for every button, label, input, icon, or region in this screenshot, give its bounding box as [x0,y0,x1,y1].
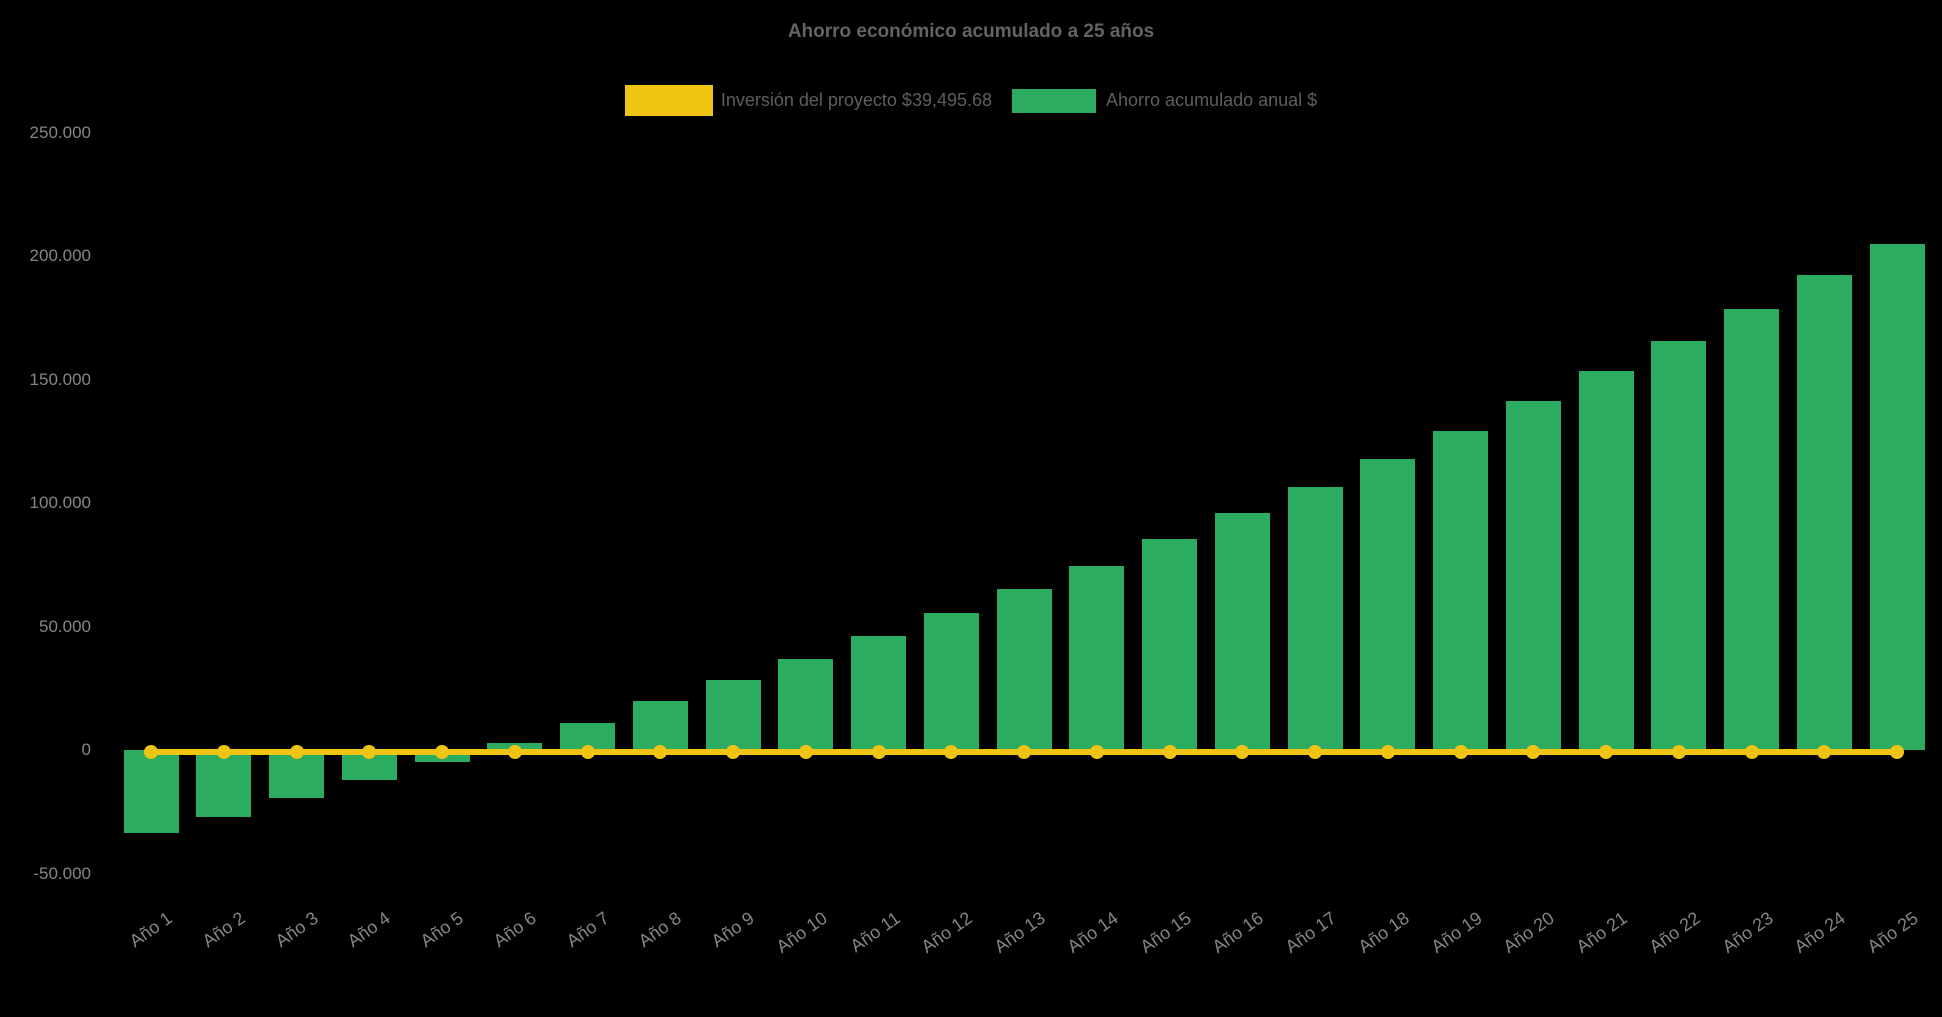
investment-point-year-20[interactable] [1526,745,1541,759]
x-label-year-4: Año 4 [343,907,394,952]
x-label-year-15: Año 15 [1136,907,1195,957]
x-label-year-16: Año 16 [1208,907,1267,957]
investment-point-year-10[interactable] [798,745,813,759]
y-tick-label-5: 0 [81,740,91,759]
bar-year-19[interactable] [1433,431,1488,750]
bar-year-11[interactable] [851,636,906,750]
x-label-year-6: Año 6 [489,907,540,952]
investment-point-year-18[interactable] [1380,745,1395,759]
investment-point-year-8[interactable] [653,745,668,759]
investment-point-year-2[interactable] [216,745,231,759]
investment-point-year-1[interactable] [144,745,158,759]
x-label-year-18: Año 18 [1354,907,1413,957]
investment-point-year-22[interactable] [1671,745,1686,759]
legend-item-savings[interactable]: Ahorro acumulado anual $ [992,88,1318,113]
legend: Inversión del proyecto $39,495.68 Ahorro… [0,85,1942,116]
plot-area: 250.000 200.000 150.000 100.000 50.000 0 -50.0… [29,122,1925,957]
bar-year-2[interactable] [196,750,252,817]
x-label-year-10: Año 10 [772,907,831,957]
bar-year-25[interactable] [1869,243,1925,750]
bar-year-22[interactable] [1651,340,1707,750]
x-label-year-23: Año 23 [1718,907,1777,957]
x-label-year-7: Año 7 [562,907,613,952]
legend-swatch-savings-icon [1012,88,1097,113]
bar-year-13[interactable] [996,589,1052,750]
investment-point-year-19[interactable] [1453,745,1468,759]
y-tick-label-0: 250.000 [29,122,91,142]
investment-point-year-6[interactable] [507,745,522,759]
investment-point-year-17[interactable] [1308,745,1322,759]
investment-point-year-23[interactable] [1744,745,1759,759]
x-label-year-21: Año 21 [1572,907,1631,957]
bar-year-21[interactable] [1578,371,1634,750]
y-tick-label-1: 200.000 [29,246,91,265]
investment-point-year-13[interactable] [1017,745,1031,759]
legend-item-investment[interactable]: Inversión del proyecto $39,495.68 [624,85,993,116]
x-label-year-25: Año 25 [1863,907,1922,957]
x-label-year-3: Año 3 [271,907,322,952]
bar-year-16[interactable] [1214,513,1270,750]
x-label-year-8: Año 8 [634,907,685,952]
x-label-year-2: Año 2 [198,907,249,952]
bar-year-18[interactable] [1360,459,1416,750]
investment-point-year-9[interactable] [726,745,740,759]
investment-point-year-12[interactable] [944,745,959,759]
investment-point-year-15[interactable] [1162,745,1177,759]
investment-point-year-24[interactable] [1817,745,1832,759]
y-tick-label-3: 100.000 [29,493,91,512]
investment-point-year-16[interactable] [1235,745,1250,759]
x-label-year-24: Año 24 [1790,907,1849,957]
x-label-year-5: Año 5 [416,907,467,952]
chart-title: Ahorro económico acumulado a 25 años [787,21,1155,42]
x-label-year-22: Año 22 [1645,907,1704,957]
bar-year-9[interactable] [705,679,761,750]
investment-point-year-21[interactable] [1599,745,1613,759]
x-label-year-9: Año 9 [707,907,758,952]
y-tick-label-4: 50.000 [39,616,91,636]
investment-point-year-5[interactable] [435,745,449,759]
y-tick-label-6: -50.000 [33,863,91,883]
bar-year-20[interactable] [1505,401,1561,750]
investment-point-year-3[interactable] [289,745,304,759]
y-tick-label-2: 150.000 [29,369,91,389]
legend-label-savings: Ahorro acumulado anual $ [1106,90,1318,110]
x-label-year-20: Año 20 [1499,907,1558,957]
bar-year-8[interactable] [632,700,688,750]
investment-point-year-14[interactable] [1089,745,1104,759]
x-label-year-1: Año 1 [125,907,176,952]
bar-year-1[interactable] [123,750,179,834]
x-label-year-13: Año 13 [990,907,1049,957]
investment-point-year-11[interactable] [871,745,886,759]
investment-point-year-7[interactable] [580,745,595,759]
x-label-year-17: Año 17 [1281,907,1340,957]
x-label-year-14: Año 14 [1063,907,1122,957]
x-label-year-12: Año 12 [917,907,976,957]
x-label-year-19: Año 19 [1427,907,1486,957]
investment-point-year-25[interactable] [1890,745,1904,759]
bar-year-14[interactable] [1069,565,1125,750]
bar-year-12[interactable] [923,613,979,750]
x-label-year-11: Año 11 [846,907,904,957]
bar-year-23[interactable] [1724,308,1779,750]
legend-label-investment: Inversión del proyecto $39,495.68 [720,90,993,110]
chart: Ahorro económico acumulado a 25 años Inv… [0,21,1942,957]
bar-year-15[interactable] [1142,539,1197,750]
bar-year-24[interactable] [1796,274,1852,750]
bar-year-10[interactable] [778,658,834,750]
investment-point-year-4[interactable] [362,745,377,759]
bar-year-17[interactable] [1287,486,1343,750]
legend-swatch-investment-icon [624,85,713,116]
